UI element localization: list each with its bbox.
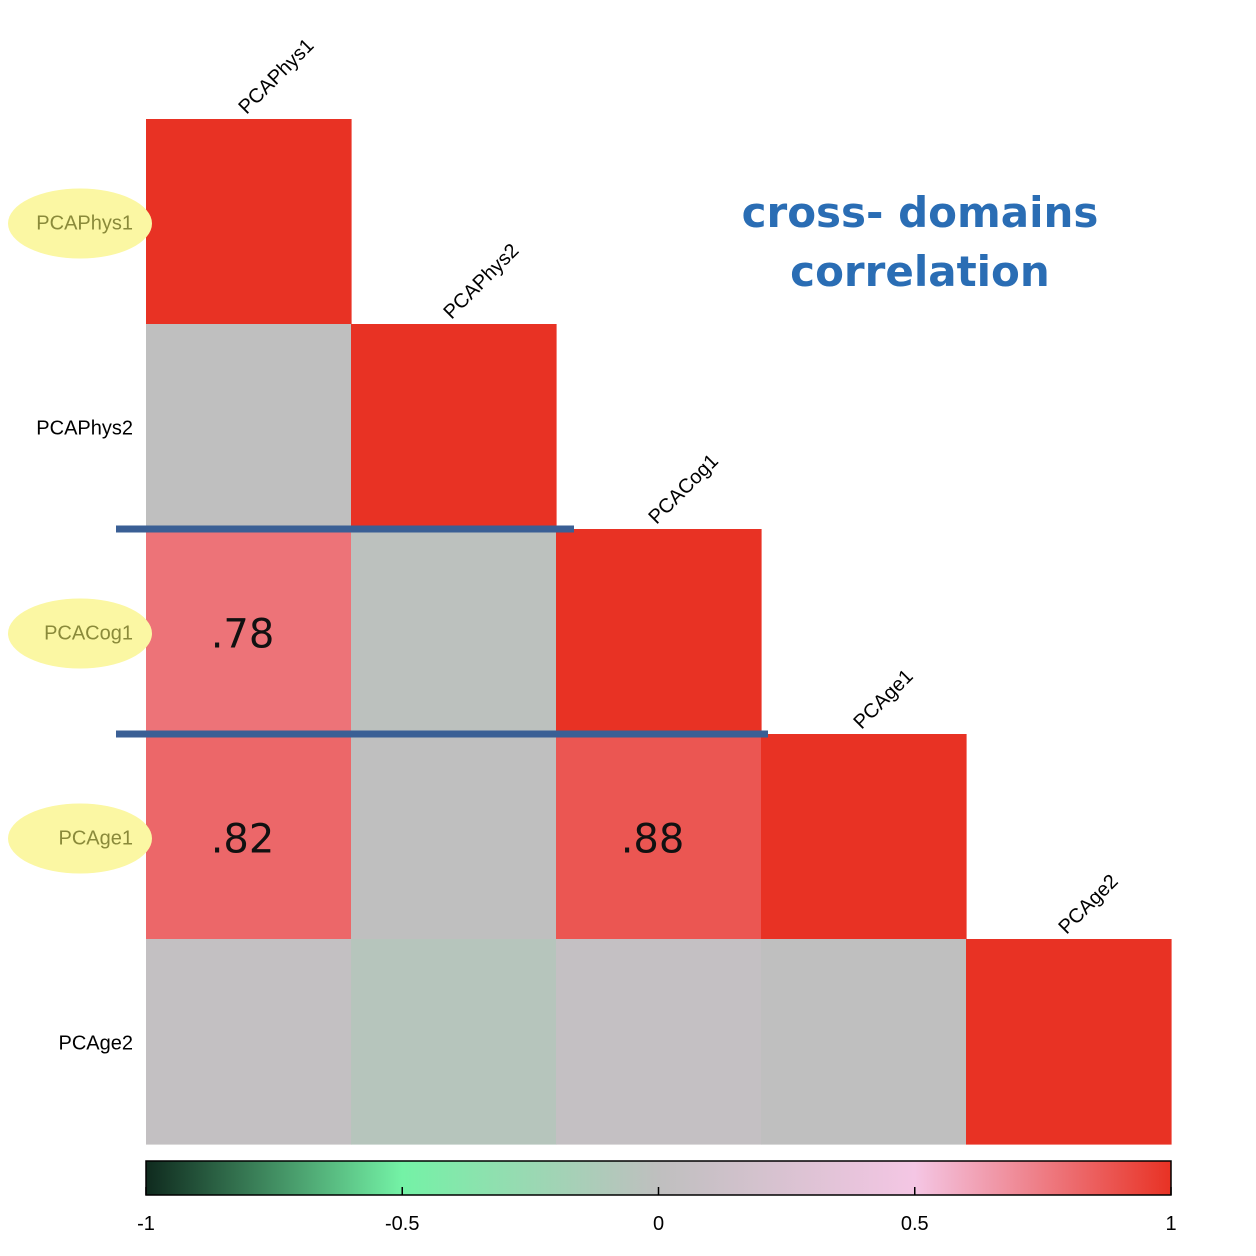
colorbar-tick-label: 1 — [1165, 1213, 1176, 1235]
heatmap-cell-r4-c0 — [146, 939, 352, 1145]
cell-annotation: .82 — [211, 817, 275, 863]
heatmap-cell-r1-c0 — [146, 324, 352, 530]
heatmap-cell-r1-c1 — [351, 324, 557, 530]
colorbar-tick-label: 0.5 — [901, 1213, 929, 1235]
heatmap-cell-r4-c1 — [351, 939, 557, 1145]
chart-title-line-1: cross- domains — [741, 188, 1099, 237]
row-label: PCAge2 — [59, 1033, 134, 1055]
row-label: PCAPhys1 — [36, 213, 133, 235]
row-label: PCAPhys2 — [36, 418, 133, 440]
column-label: PCAPhys2 — [439, 240, 523, 324]
heatmap-cell-r2-c2 — [556, 529, 762, 735]
heatmap-cell-r0-c0 — [146, 119, 352, 325]
heatmap-cell-r2-c1 — [351, 529, 557, 735]
cell-annotation: .88 — [621, 817, 685, 863]
row-label-highlight — [8, 803, 152, 874]
heatmap-cell-r4-c2 — [556, 939, 762, 1145]
heatmap-cell-r3-c0 — [146, 734, 352, 940]
chart-title-line-2: correlation — [790, 247, 1050, 296]
row-label-highlight — [8, 598, 152, 669]
colorbar-tick-label: -0.5 — [385, 1213, 419, 1235]
cell-annotation: .78 — [211, 612, 275, 658]
heatmap-cell-r4-c4 — [966, 939, 1172, 1145]
column-label: PCAge2 — [1054, 870, 1122, 938]
heatmap-cell-r3-c2 — [556, 734, 762, 940]
row-label: PCACog1 — [44, 623, 133, 645]
heatmap-cell-r3-c1 — [351, 734, 557, 940]
column-label: PCACog1 — [644, 450, 722, 528]
heatmap-cell-r2-c0 — [146, 529, 352, 735]
colorbar-tick-label: -1 — [137, 1213, 155, 1235]
row-label-highlight — [8, 188, 152, 259]
column-label: PCAge1 — [849, 665, 917, 733]
colorbar-tick-label: 0 — [653, 1213, 664, 1235]
row-label: PCAge1 — [59, 828, 134, 850]
heatmap-cell-r4-c3 — [761, 939, 967, 1145]
column-label: PCAPhys1 — [234, 35, 318, 119]
heatmap-cell-r3-c3 — [761, 734, 967, 940]
